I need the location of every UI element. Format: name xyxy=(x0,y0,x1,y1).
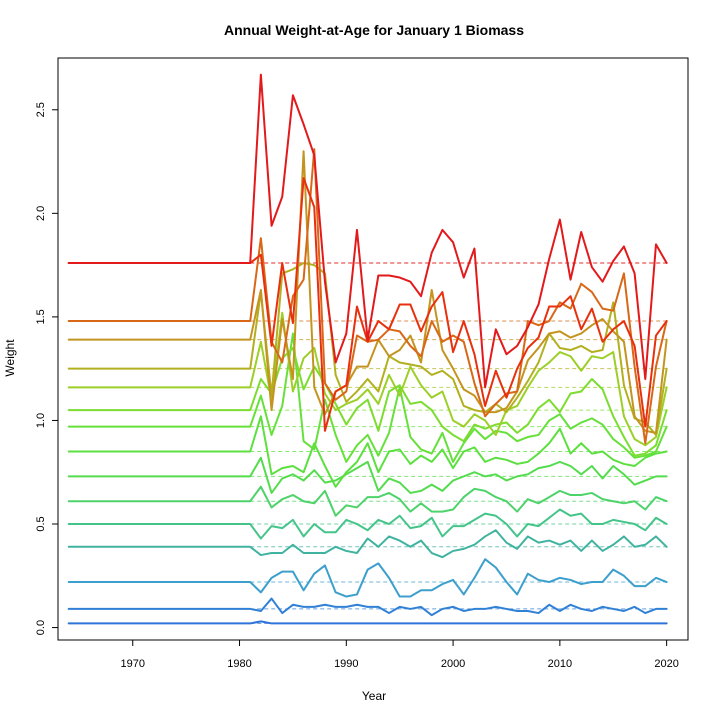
series-line xyxy=(67,620,668,625)
y-tick-label: 1.0 xyxy=(35,413,47,428)
series-line xyxy=(67,262,668,436)
series-line xyxy=(67,485,668,517)
y-tick-label: 2.0 xyxy=(35,206,47,221)
y-axis: 0.0 0.5 1.0 1.5 2.0 2.5 xyxy=(35,102,59,635)
x-tick-label: 2000 xyxy=(441,658,465,670)
plot-frame xyxy=(57,57,689,641)
series-line xyxy=(67,150,668,434)
y-tick-label: 2.5 xyxy=(35,102,47,117)
x-axis: 1970 1980 1990 2000 2010 2020 xyxy=(121,639,679,670)
x-tick-label: 1990 xyxy=(334,658,358,670)
series-line xyxy=(67,456,668,494)
x-tick-label: 2010 xyxy=(548,658,572,670)
y-tick-label: 1.5 xyxy=(35,309,47,324)
series-line xyxy=(67,508,668,540)
y-axis-label: Weight xyxy=(3,339,17,377)
reference-lines xyxy=(250,262,667,624)
series-line xyxy=(67,558,668,598)
series-line xyxy=(67,529,668,559)
series-line xyxy=(67,73,668,389)
x-tick-label: 1970 xyxy=(121,658,145,670)
y-tick-label: 0.0 xyxy=(35,620,47,635)
x-tick-label: 1980 xyxy=(227,658,251,670)
chart-title: Annual Weight-at-Age for January 1 Bioma… xyxy=(224,22,524,38)
x-tick-label: 2020 xyxy=(654,658,678,670)
series-lines xyxy=(67,73,668,625)
series-line xyxy=(67,311,668,447)
y-tick-label: 0.5 xyxy=(35,516,47,531)
series-line xyxy=(67,346,668,457)
series-line xyxy=(67,332,668,463)
x-axis-label: Year xyxy=(362,689,386,703)
series-line xyxy=(67,597,668,617)
series-line xyxy=(67,415,668,488)
